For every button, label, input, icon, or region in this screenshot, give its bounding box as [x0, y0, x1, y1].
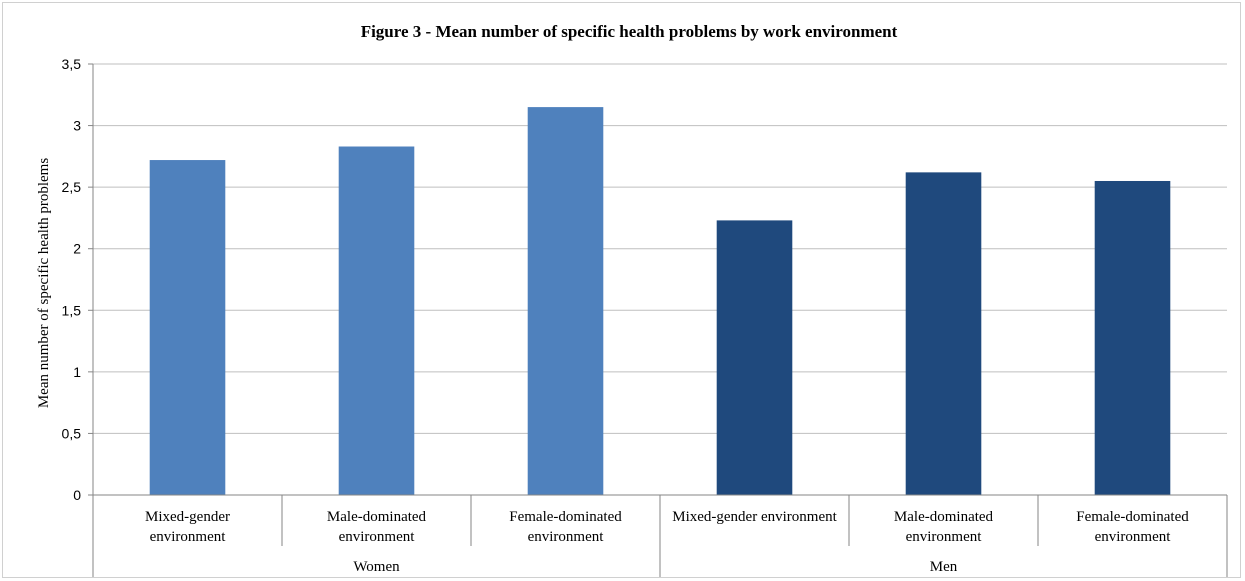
tick-labels: 0 0,5 1 1,5 2 2,5 3 3,5 Mixed-gender environment M…: [62, 56, 1190, 575]
x-tick-label: environment: [1095, 529, 1172, 545]
bar: [905, 172, 982, 495]
y-tick-label: 3,5: [62, 56, 82, 72]
bar: [716, 220, 793, 496]
y-axis-label: Mean number of specific health problems: [36, 158, 52, 408]
x-tick-label: Male-dominated: [894, 509, 994, 525]
bar: [527, 107, 604, 495]
y-tick-label: 2,5: [62, 179, 82, 195]
y-tick-label: 0,5: [62, 425, 82, 441]
x-tick-label: environment: [150, 529, 227, 545]
bars: [149, 107, 1171, 496]
x-tick-label: environment: [906, 529, 983, 545]
y-tick-label: 1: [73, 364, 81, 380]
x-group-label: Women: [353, 559, 400, 575]
x-group-label: Men: [930, 559, 958, 575]
x-tick-label: environment: [339, 529, 416, 545]
x-tick-label: Female-dominated: [509, 509, 622, 525]
bar: [149, 160, 226, 495]
x-tick-label: Mixed-gender environment: [672, 509, 837, 525]
x-tick-label: Male-dominated: [327, 509, 427, 525]
gridlines: [93, 63, 1227, 496]
y-tick-label: 3: [73, 118, 81, 134]
y-tick-label: 1,5: [62, 302, 82, 318]
y-tick-label: 2: [73, 241, 81, 257]
y-tick-label: 0: [73, 487, 81, 503]
bar: [338, 146, 415, 495]
x-tick-label: environment: [528, 529, 605, 545]
chart-title: Figure 3 - Mean number of specific healt…: [361, 22, 898, 41]
bar-chart: Figure 3 - Mean number of specific healt…: [36, 22, 1228, 577]
axes: [88, 63, 1228, 577]
x-tick-label: Female-dominated: [1076, 509, 1189, 525]
x-tick-label: Mixed-gender: [145, 509, 230, 525]
bar: [1094, 180, 1171, 495]
